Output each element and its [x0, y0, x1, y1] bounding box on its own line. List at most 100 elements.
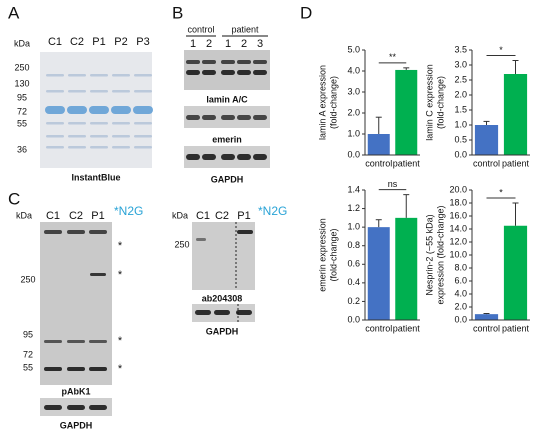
panel-label: A	[8, 3, 20, 22]
y-axis-label: (fold-change)	[328, 76, 338, 129]
band	[195, 310, 211, 315]
band	[46, 122, 64, 125]
lane-label: P1	[92, 36, 105, 48]
loading-label: GAPDH	[60, 420, 93, 430]
blot-label: emerin	[212, 134, 242, 144]
band	[253, 154, 267, 160]
y-tick-label: 2.0	[454, 89, 467, 99]
antibody-label: pAbK1	[62, 386, 91, 396]
band	[90, 90, 108, 93]
y-tick-label: 12.0	[449, 236, 467, 246]
x-tick-label: control	[473, 323, 500, 333]
band	[67, 106, 87, 114]
band	[253, 70, 267, 75]
kda-label: kDa	[16, 210, 32, 220]
band	[112, 146, 130, 149]
significance-label: ns	[388, 179, 398, 189]
band	[90, 74, 108, 77]
band	[46, 135, 64, 138]
band	[237, 230, 253, 234]
y-tick-label: 0.0	[454, 149, 467, 159]
y-tick-label: 2.0	[454, 301, 467, 311]
y-tick-label: 1.0	[347, 222, 360, 232]
lane-label: 1	[225, 38, 231, 50]
marker-label: 250	[20, 274, 35, 284]
y-tick-label: 0.8	[347, 240, 360, 250]
loading-label: GAPDH	[206, 326, 239, 336]
x-tick-label: control	[365, 158, 392, 168]
band	[237, 154, 251, 160]
x-tick-label: control	[365, 323, 392, 333]
y-tick-label: 0.2	[347, 296, 360, 306]
y-tick-label: 10.0	[449, 249, 467, 259]
band	[112, 74, 130, 77]
band	[186, 115, 200, 120]
band	[68, 74, 86, 77]
asterisk: *	[118, 240, 123, 252]
band	[202, 154, 216, 160]
band	[89, 340, 107, 343]
lane-label: P1	[91, 210, 104, 222]
band	[112, 122, 130, 125]
lane-label: C1	[196, 210, 210, 222]
y-axis-label: (fold-change)	[328, 228, 338, 281]
y-axis-label: emerin expression	[317, 218, 327, 292]
blot-label: GAPDH	[211, 174, 244, 184]
lane-label: C1	[48, 36, 62, 48]
bar	[474, 314, 499, 320]
lane-label: C1	[46, 210, 60, 222]
asterisk: *	[118, 335, 123, 347]
bar	[395, 217, 418, 320]
marker-label: 55	[23, 362, 33, 372]
y-tick-label: 1.0	[347, 128, 360, 138]
y-tick-label: 1.5	[454, 104, 467, 114]
y-tick-label: 20.0	[449, 184, 467, 194]
lane-label: 2	[206, 38, 212, 50]
y-tick-label: 1.2	[347, 203, 360, 213]
y-tick-label: 1.0	[454, 119, 467, 129]
band	[67, 230, 85, 234]
band	[134, 146, 152, 149]
y-axis-label: lamin A expression	[317, 65, 327, 140]
y-tick-label: 5.0	[347, 44, 360, 54]
x-tick-label: patient	[393, 158, 421, 168]
asterisk: *	[118, 269, 123, 281]
band	[202, 115, 216, 120]
band	[134, 122, 152, 125]
lane-label: 2	[241, 38, 247, 50]
band	[90, 273, 106, 276]
band	[44, 230, 62, 234]
panel-label: B	[172, 3, 183, 22]
band-label: *N2G	[258, 204, 287, 218]
y-tick-label: 8.0	[454, 262, 467, 272]
y-tick-label: 0.6	[347, 259, 360, 269]
band	[111, 106, 131, 114]
band	[90, 122, 108, 125]
band	[45, 106, 65, 114]
bar	[367, 227, 390, 320]
y-tick-label: 1.4	[347, 184, 360, 194]
marker-label: 72	[17, 106, 27, 116]
band	[202, 70, 216, 75]
lane-label: P3	[136, 36, 149, 48]
band	[89, 106, 109, 114]
y-tick-label: 4.0	[454, 288, 467, 298]
band	[67, 405, 85, 410]
band	[186, 60, 200, 64]
y-axis-label: Nesprin-2 (~55 kDa)	[424, 214, 434, 295]
lane-label: 3	[257, 38, 263, 50]
x-tick-label: patient	[502, 323, 530, 333]
asterisk: *	[118, 363, 123, 375]
y-axis-label: (fold-change)	[435, 76, 445, 129]
bar	[503, 225, 528, 320]
band	[236, 310, 252, 315]
significance-label: **	[389, 52, 397, 62]
band	[90, 146, 108, 149]
group-label: control	[187, 24, 214, 34]
band	[67, 367, 85, 371]
bar	[367, 134, 390, 155]
significance-label: *	[499, 45, 503, 55]
band	[221, 70, 235, 75]
y-tick-label: 2.5	[454, 74, 467, 84]
lane-label: C2	[69, 210, 83, 222]
